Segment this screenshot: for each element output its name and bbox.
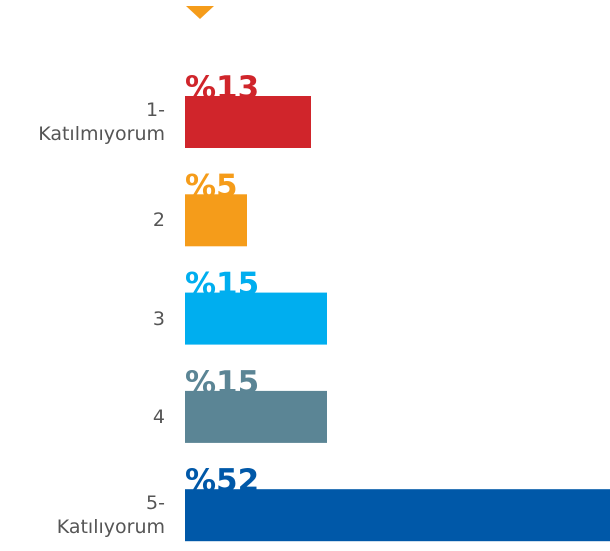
value-label: %5 [185,168,238,204]
bar [185,390,327,443]
value-label: %15 [185,365,259,401]
bar [185,194,247,247]
bar [185,96,311,148]
indicator-triangle [186,6,214,19]
value-label: %13 [185,70,259,106]
category-label: 4 [152,405,165,428]
category-label: 3 [152,307,165,330]
bar [185,292,327,345]
category-label: 2 [152,209,165,232]
value-label: %15 [185,267,259,303]
category-label: 5- Katılıyorum [56,492,165,539]
value-label: %52 [185,463,259,499]
bar [185,489,610,542]
category-label: 1- Katılmıyorum [38,99,165,145]
